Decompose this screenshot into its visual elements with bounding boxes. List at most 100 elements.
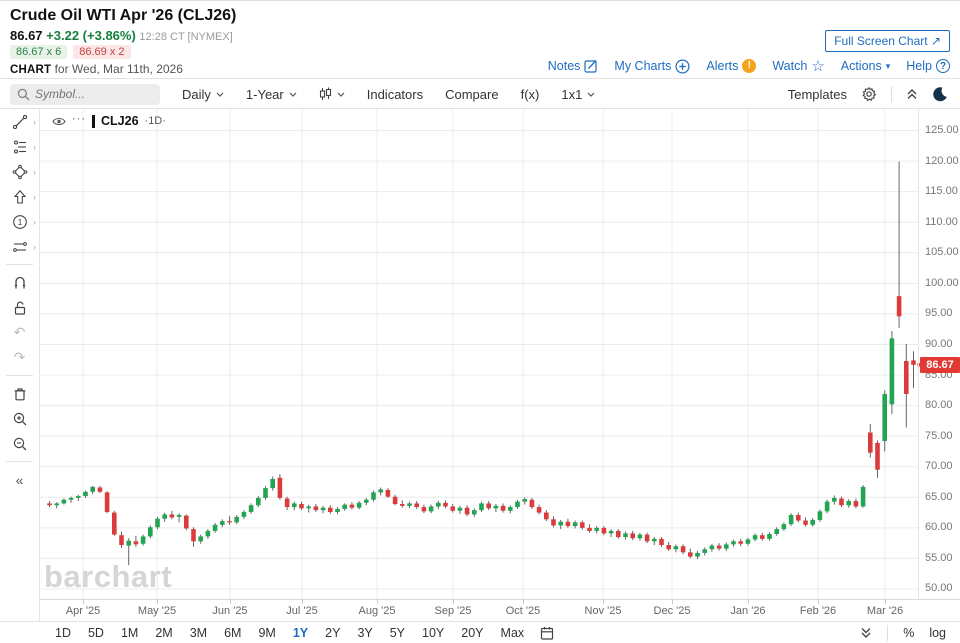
magnet-tool[interactable] [0, 270, 39, 295]
candle [673, 546, 679, 550]
notes-link[interactable]: Notes [548, 59, 599, 73]
watch-link[interactable]: Watch ☆ [772, 57, 824, 75]
symbol-search[interactable] [10, 83, 160, 105]
y-axis-label: 125.00 [925, 124, 959, 136]
help-link[interactable]: Help ? [906, 59, 950, 73]
chart-type-dropdown[interactable] [319, 87, 345, 101]
range-button-3m[interactable]: 3M [189, 626, 208, 640]
fx-button[interactable]: f(x) [521, 87, 540, 102]
zoom-out-icon [13, 437, 26, 450]
svg-text:1: 1 [17, 217, 22, 227]
x-axis-tick [230, 600, 231, 604]
period-dropdown[interactable]: Daily [182, 87, 224, 102]
price-chart[interactable]: ··· CLJ26 ·1D· barchart [40, 109, 921, 599]
range-button-1m[interactable]: 1M [120, 626, 139, 640]
range-button-10y[interactable]: 10Y [422, 626, 445, 640]
range-dropdown[interactable]: 1-Year [246, 87, 297, 102]
redo-button[interactable]: ↷ [0, 345, 39, 370]
candle [133, 541, 139, 545]
candle [796, 515, 801, 521]
measure-tool[interactable]: › [0, 234, 39, 259]
candle [184, 515, 189, 529]
candle [205, 530, 211, 537]
my-charts-link[interactable]: My Charts [614, 58, 690, 74]
measure-icon [12, 241, 27, 252]
candle [529, 499, 535, 508]
fibonacci-tool[interactable]: › [0, 134, 39, 159]
submenu-chevron-icon: › [33, 191, 36, 202]
compare-button[interactable]: Compare [445, 87, 498, 102]
collapse-down-icon[interactable] [860, 627, 872, 639]
calendar-icon[interactable] [540, 626, 554, 640]
candle [752, 535, 758, 540]
x-axis-tick [453, 600, 454, 604]
arrow-tool[interactable]: › [0, 184, 39, 209]
full-screen-chart-button[interactable]: Full Screen Chart ↗ [825, 30, 950, 52]
range-button-2m[interactable]: 2M [155, 626, 173, 640]
y-axis-label: 120.00 [925, 154, 959, 167]
shapes-icon [12, 164, 27, 179]
range-button-9m[interactable]: 9M [258, 626, 276, 640]
gear-icon[interactable] [861, 86, 877, 102]
zoom-out-button[interactable] [0, 431, 39, 456]
candle [601, 527, 607, 534]
candle [515, 501, 520, 508]
candle [212, 524, 218, 531]
shapes-tool[interactable]: › [0, 159, 39, 184]
sidebar-divider [6, 461, 33, 462]
chart-for-date: for Wed, Mar 11th, 2026 [54, 62, 183, 76]
indicators-label: Indicators [366, 86, 424, 102]
x-axis-label: Apr '25 [65, 605, 101, 617]
header-links: Notes My Charts Alerts ! Watch ☆ Actions… [548, 57, 950, 75]
range-button-3y[interactable]: 3Y [357, 626, 373, 640]
log-scale-button[interactable]: log [929, 626, 946, 640]
annotation-tool[interactable]: 1 › [0, 209, 39, 234]
submenu-chevron-icon: › [33, 216, 36, 227]
candle [860, 486, 866, 507]
watch-star-icon: ☆ [811, 58, 825, 75]
undo-button[interactable]: ↶ [0, 320, 39, 345]
candle [522, 499, 527, 502]
my-charts-label: My Charts [614, 59, 672, 73]
range-button-1y[interactable]: 1Y [292, 626, 309, 640]
chart-toolbar: Daily 1-Year Indicators Compare f(x) 1x1… [0, 80, 960, 109]
delete-drawings-button[interactable] [0, 381, 39, 406]
search-icon [17, 88, 30, 100]
indicators-button[interactable]: Indicators [367, 87, 423, 102]
grid-layout-label: 1x1 [561, 86, 583, 102]
redo-icon: ↷ [13, 349, 26, 365]
collapse-up-icon[interactable] [906, 88, 918, 100]
candle [220, 521, 225, 525]
range-button-max[interactable]: Max [500, 626, 525, 640]
time-axis[interactable]: Apr '25 May '25 Jun '25 Jul '25 Aug '25 Sep '… [40, 599, 960, 621]
lock-tool[interactable] [0, 295, 39, 320]
range-button-1d[interactable]: 1D [55, 626, 71, 640]
trendline-tool[interactable]: › [0, 109, 39, 134]
price-axis[interactable]: 86.67 50.00 55.00 60.00 65.00 70.00 75.00 80.0… [918, 109, 960, 599]
candle [421, 507, 427, 512]
range-button-6m[interactable]: 6M [224, 626, 242, 640]
symbol-search-input[interactable] [35, 87, 150, 101]
percent-scale-button[interactable]: % [903, 626, 915, 640]
grid-layout-dropdown[interactable]: 1x1 [561, 87, 595, 102]
eye-icon[interactable] [52, 116, 66, 127]
alerts-link[interactable]: Alerts ! [706, 59, 757, 73]
y-axis-label: 65.00 [925, 490, 953, 503]
candle [155, 518, 160, 528]
candle [731, 541, 736, 545]
range-button-5y[interactable]: 5Y [389, 626, 406, 640]
zoom-in-button[interactable] [0, 406, 39, 431]
range-button-5d[interactable]: 5D [87, 626, 104, 640]
legend-menu-dots[interactable]: ··· [72, 113, 86, 125]
sidebar-divider [6, 375, 33, 376]
candle [320, 507, 326, 511]
candle [558, 521, 563, 526]
actions-menu[interactable]: Actions ▾ [841, 59, 891, 73]
candle [248, 505, 254, 512]
x-axis-label: Jun '25 [212, 605, 248, 617]
range-button-2y[interactable]: 2Y [325, 626, 341, 640]
templates-button[interactable]: Templates [788, 87, 847, 102]
collapse-sidebar-button[interactable]: « [0, 467, 39, 492]
range-button-20y[interactable]: 20Y [461, 626, 484, 640]
dark-mode-moon-icon[interactable] [932, 86, 948, 102]
